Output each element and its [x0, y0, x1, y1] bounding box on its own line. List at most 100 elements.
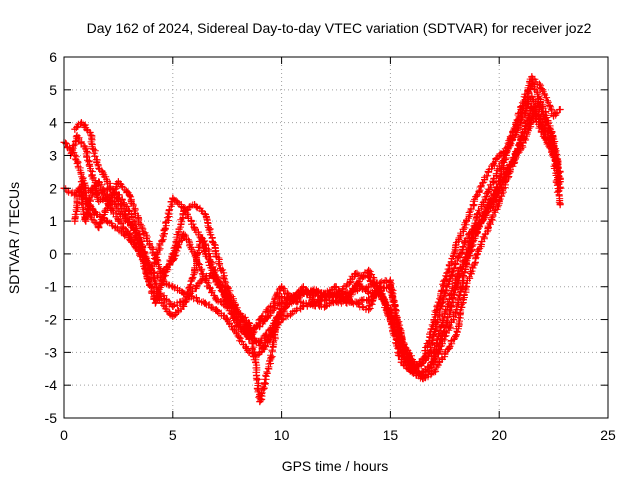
data-point	[143, 256, 151, 264]
data-point	[534, 99, 542, 107]
data-point	[299, 283, 307, 291]
data-point	[180, 302, 188, 310]
data-point	[413, 361, 421, 369]
data-point	[267, 302, 275, 310]
data-point	[136, 220, 144, 228]
data-point	[191, 224, 199, 232]
x-tick-label: 15	[383, 427, 399, 443]
data-point	[223, 302, 231, 310]
data-point	[456, 270, 464, 278]
data-point	[201, 211, 209, 219]
data-point	[441, 276, 449, 284]
data-point	[554, 158, 562, 166]
data-point	[169, 194, 177, 202]
data-point	[208, 270, 216, 278]
data-point	[130, 224, 138, 232]
data-point	[473, 211, 481, 219]
data-point	[71, 217, 79, 225]
data-point	[484, 224, 492, 232]
chart-title: Day 162 of 2024, Sidereal Day-to-day VTE…	[87, 20, 592, 36]
data-point	[93, 158, 101, 166]
data-point	[212, 306, 220, 314]
data-point	[234, 319, 242, 327]
data-point	[75, 184, 83, 192]
data-point	[182, 296, 190, 304]
data-point	[452, 243, 460, 251]
data-point	[539, 86, 547, 94]
y-tick-label: 4	[49, 115, 57, 131]
data-point	[273, 316, 281, 324]
data-point	[180, 230, 188, 238]
x-axis-label: GPS time / hours	[282, 458, 389, 474]
data-point	[256, 398, 264, 406]
data-point	[517, 106, 525, 114]
x-tick-label: 0	[60, 427, 68, 443]
data-point	[147, 283, 155, 291]
data-point	[82, 145, 90, 153]
y-tick-label: -3	[45, 344, 58, 360]
data-point	[386, 276, 394, 284]
data-point	[104, 178, 112, 186]
data-point	[156, 289, 164, 297]
data-point	[245, 335, 253, 343]
data-point	[452, 332, 460, 340]
y-tick-label: 5	[49, 82, 57, 98]
data-point	[430, 368, 438, 376]
data-point	[201, 276, 209, 284]
data-point	[169, 312, 177, 320]
data-point	[299, 299, 307, 307]
data-point	[114, 217, 122, 225]
data-point	[278, 283, 286, 291]
data-point	[465, 230, 473, 238]
data-point	[484, 168, 492, 176]
data-point	[556, 106, 564, 114]
data-point	[378, 293, 386, 301]
data-point	[506, 138, 514, 146]
data-point	[169, 283, 177, 291]
data-point	[321, 289, 329, 297]
data-point	[332, 283, 340, 291]
data-point	[125, 230, 133, 238]
data-point	[256, 316, 264, 324]
data-point	[95, 224, 103, 232]
data-point	[77, 119, 85, 127]
data-point	[463, 217, 471, 225]
data-point	[95, 197, 103, 205]
data-point	[547, 132, 555, 140]
data-point	[543, 138, 551, 146]
y-tick-label: -5	[45, 410, 58, 426]
data-point	[550, 112, 558, 120]
data-point	[114, 178, 122, 186]
data-point	[463, 283, 471, 291]
data-point	[478, 217, 486, 225]
y-axis-label: SDTVAR / TECUs	[6, 182, 22, 294]
y-tick-label: 0	[49, 246, 57, 262]
y-tick-label: 1	[49, 213, 57, 229]
data-series	[60, 73, 564, 406]
data-point	[125, 191, 133, 199]
data-point	[430, 355, 438, 363]
data-point	[212, 296, 220, 304]
data-point	[234, 332, 242, 340]
data-point	[528, 92, 536, 100]
data-point	[158, 299, 166, 307]
data-point	[312, 286, 320, 294]
plot-frame	[63, 56, 609, 419]
data-point	[528, 73, 536, 81]
data-point	[114, 197, 122, 205]
data-point	[539, 102, 547, 110]
data-point	[180, 289, 188, 297]
data-point	[343, 296, 351, 304]
data-point	[104, 191, 112, 199]
ticks: 0 5 10 15 20 25 -5 -4 -3 -2 -1 0 1 2 3 4 5 6	[45, 49, 616, 443]
data-point	[473, 191, 481, 199]
data-point	[310, 299, 318, 307]
data-point	[484, 188, 492, 196]
data-point	[556, 178, 564, 186]
series-6	[77, 112, 562, 369]
y-tick-label: 3	[49, 147, 57, 163]
data-point	[251, 358, 259, 366]
y-tick-label: 2	[49, 180, 57, 196]
